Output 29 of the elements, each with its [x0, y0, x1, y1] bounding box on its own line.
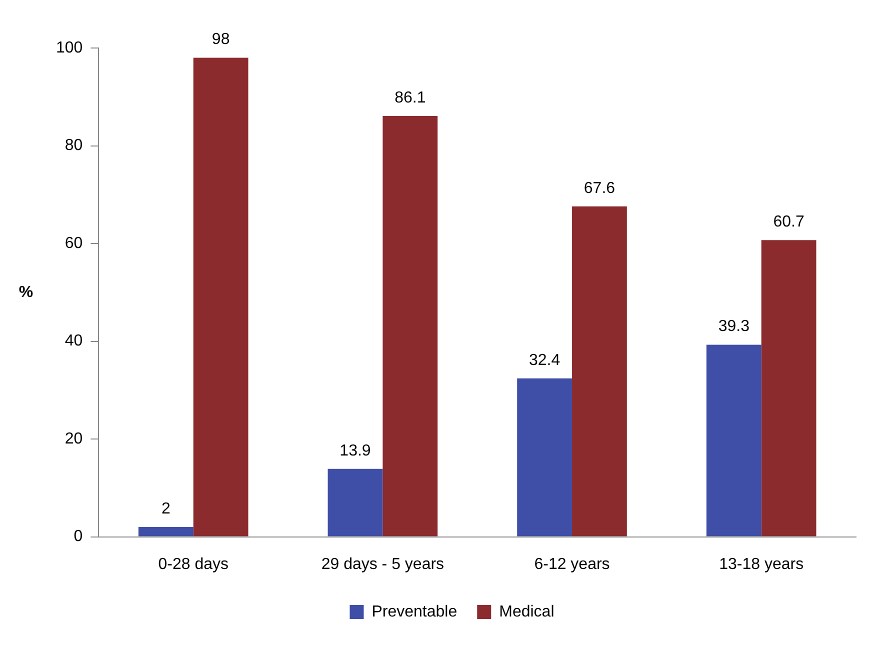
x-tick-label: 0-28 days [158, 556, 228, 573]
bar [761, 240, 816, 536]
bar [706, 344, 762, 536]
x-tick-label: 6-12 years [534, 556, 610, 573]
y-axis-title: % [18, 284, 34, 301]
data-label: 2 [161, 500, 170, 518]
data-label: 32.4 [528, 352, 560, 369]
y-tick-label: 0 [74, 528, 83, 546]
x-tick-label: 29 days - 5 years [321, 556, 444, 573]
bar [382, 116, 438, 536]
data-label: 98 [212, 31, 230, 48]
data-label: 67.6 [584, 180, 616, 197]
bar [138, 527, 194, 536]
x-tick-label: 13-18 years [719, 556, 804, 573]
bar [572, 206, 627, 536]
legend-label: Medical [499, 603, 554, 620]
y-tick-label: 20 [64, 430, 83, 448]
bar [193, 58, 248, 536]
y-tick-label: 80 [64, 137, 83, 154]
y-tick-label: 100 [56, 39, 83, 56]
data-label: 13.9 [340, 442, 371, 460]
y-tick-label: 40 [64, 332, 83, 350]
bar [328, 468, 383, 536]
data-label: 60.7 [773, 214, 804, 231]
y-tick-label: 60 [64, 234, 83, 252]
data-label: 39.3 [718, 318, 750, 336]
data-label: 86.1 [394, 89, 426, 106]
bar [517, 378, 572, 536]
legend-label: Preventable [372, 603, 458, 620]
